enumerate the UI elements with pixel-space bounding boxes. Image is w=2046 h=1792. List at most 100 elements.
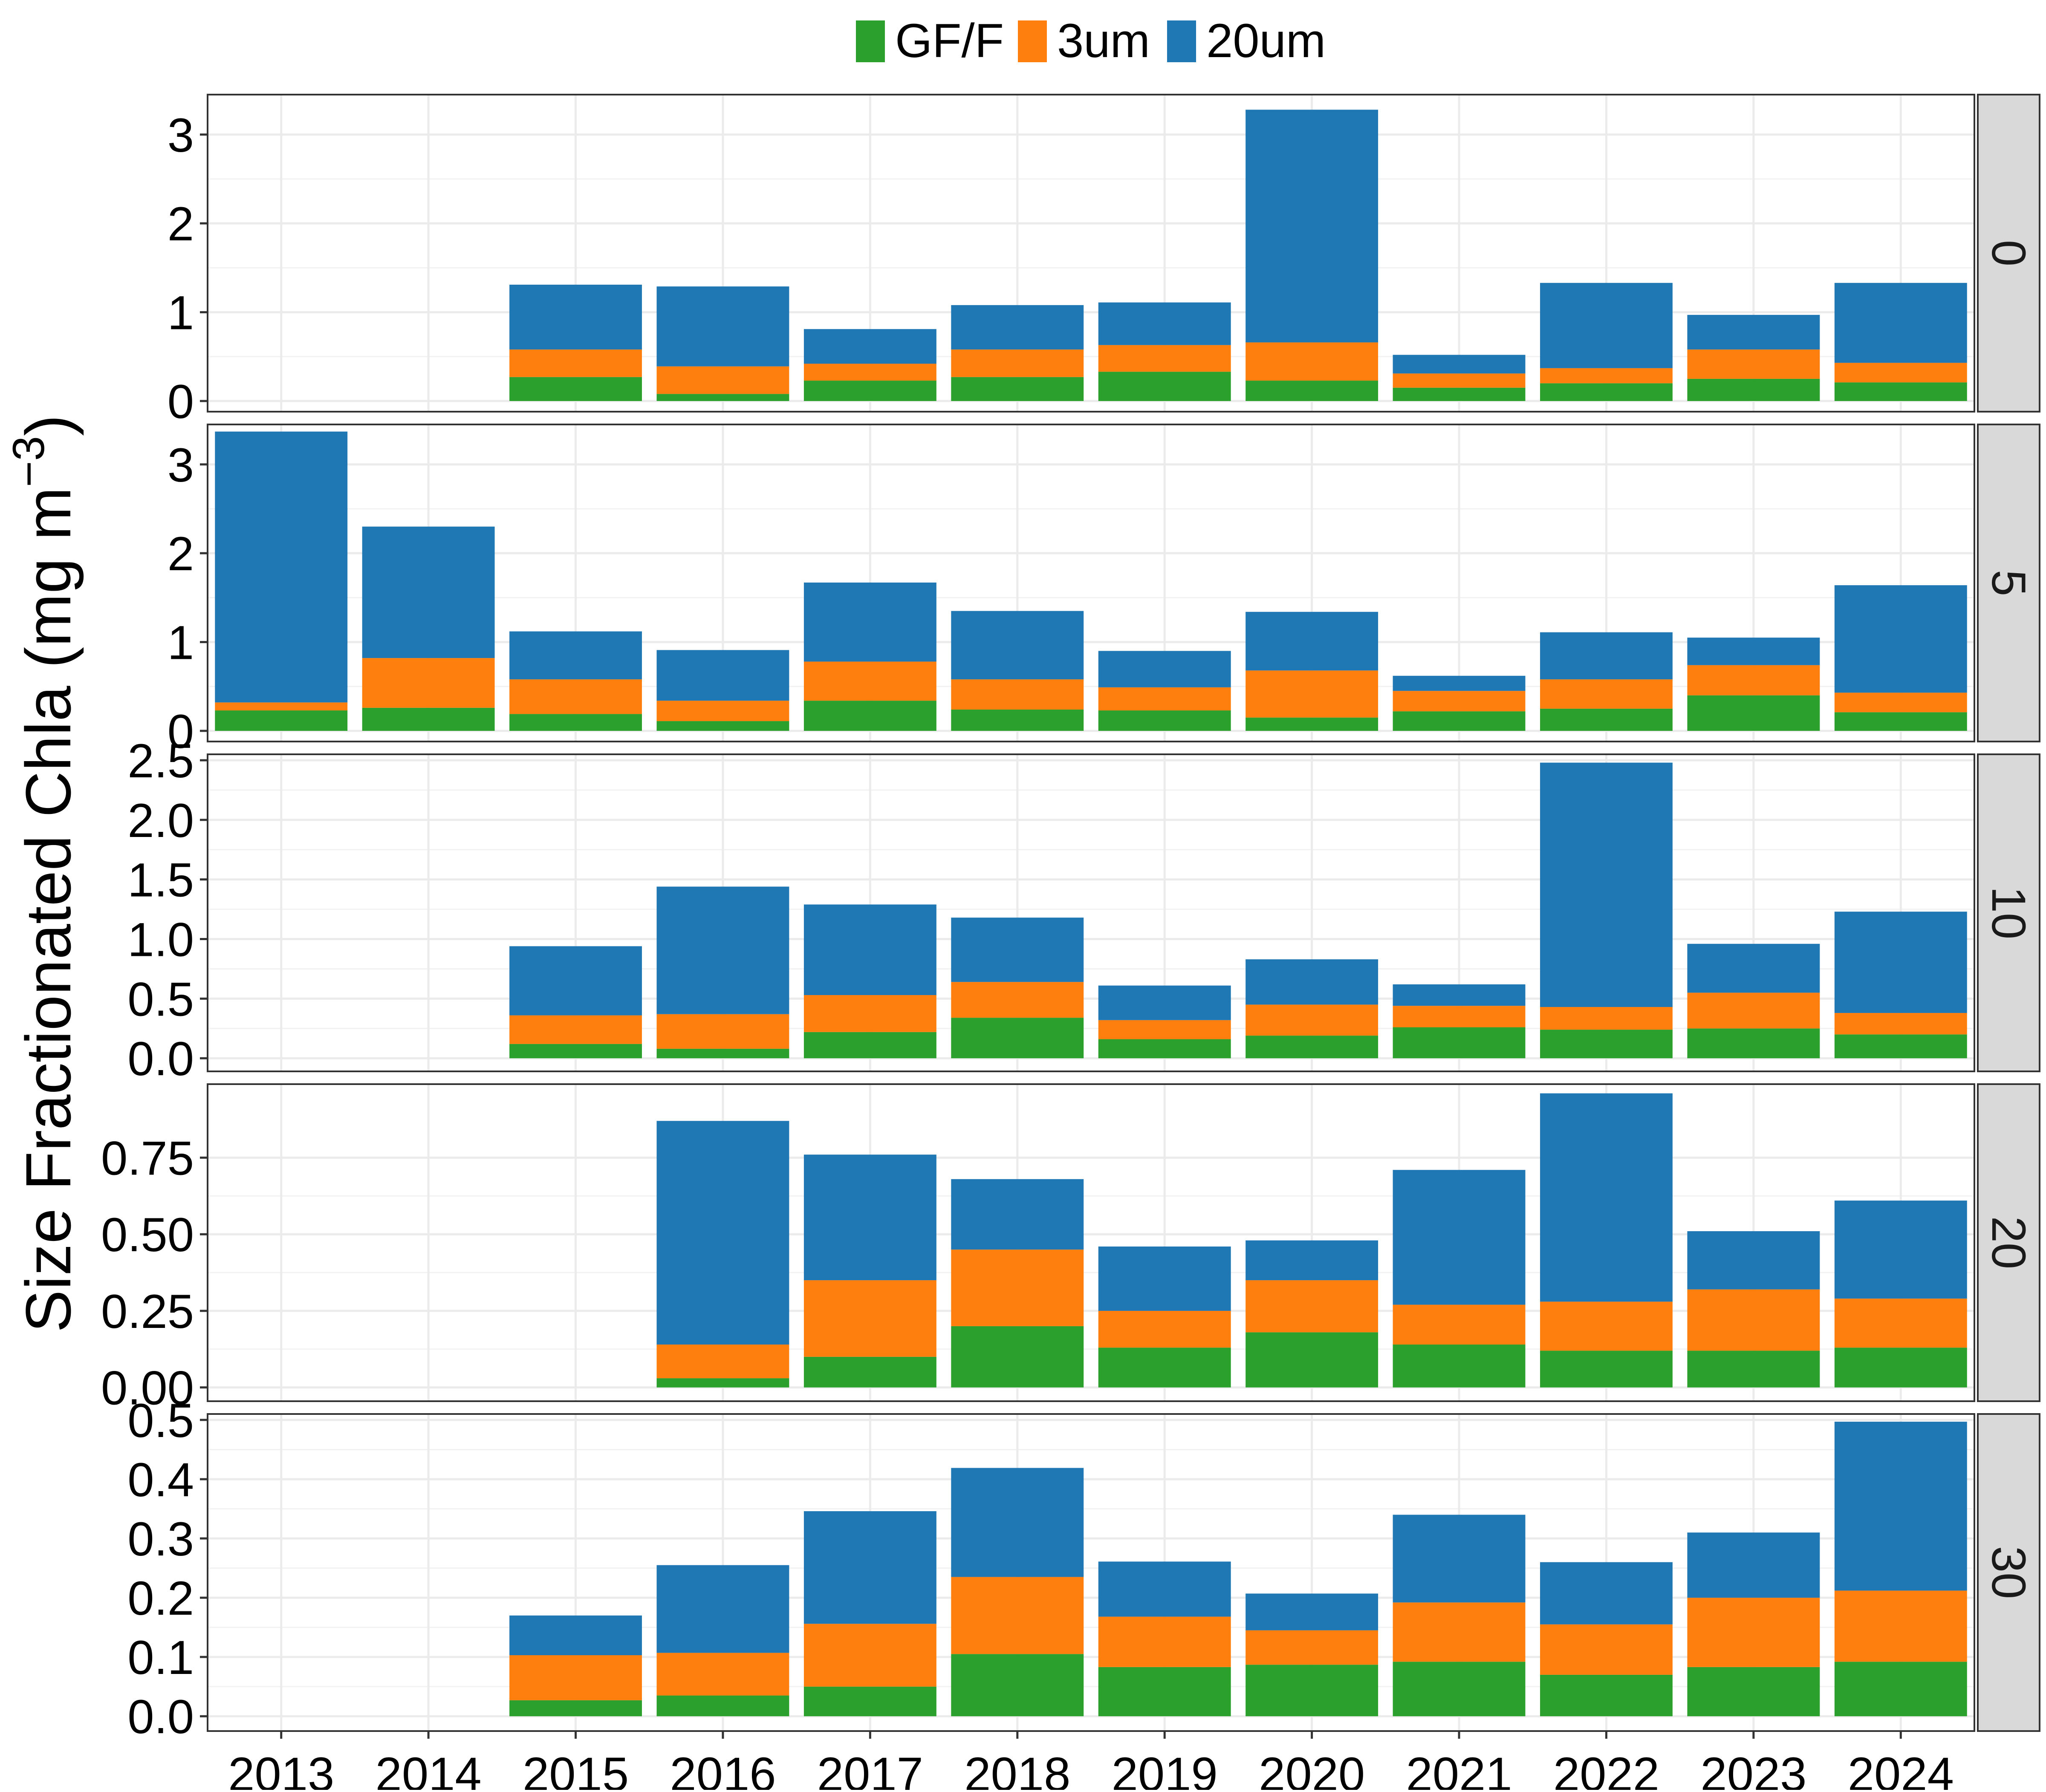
- legend-item-20um: 20um: [1167, 14, 1326, 67]
- bar-2021-gff: [1393, 1662, 1526, 1717]
- bar-2020-3um: [1246, 670, 1378, 718]
- y-tick-label: 0.25: [101, 1285, 194, 1338]
- panel-border: [207, 94, 1975, 413]
- bar-2017-3um: [803, 364, 936, 381]
- bar-2021-20um: [1393, 355, 1526, 374]
- facet-strip: [1977, 94, 2040, 413]
- bar-2015-gff: [509, 714, 642, 731]
- bar-2023-3um: [1687, 993, 1820, 1029]
- bar-2021-gff: [1393, 1345, 1526, 1388]
- bar-2018-gff: [951, 1018, 1084, 1059]
- bar-2022-3um: [1540, 1624, 1673, 1675]
- x-tick-label: 2018: [964, 1748, 1070, 1790]
- bar-2019-20um: [1098, 985, 1231, 1020]
- bar-2019-gff: [1098, 372, 1231, 401]
- bar-2017-gff: [803, 381, 936, 401]
- bar-2021-3um: [1393, 1006, 1526, 1027]
- facet-strip-label: 10: [1982, 886, 2035, 940]
- x-tick-label: 2016: [670, 1748, 776, 1790]
- bar-2024-gff: [1834, 1348, 1967, 1388]
- bar-2018-3um: [951, 982, 1084, 1018]
- bar-2018-3um: [951, 1249, 1084, 1326]
- bar-2015-gff: [509, 1700, 642, 1717]
- bar-2023-3um: [1687, 1289, 1820, 1351]
- y-tick-label: 0.5: [127, 972, 194, 1026]
- bar-2022-gff: [1540, 1350, 1673, 1388]
- bar-2014-gff: [362, 707, 495, 731]
- bar-2022-20um: [1540, 1093, 1673, 1302]
- bar-2018-gff: [951, 1654, 1084, 1717]
- bar-2023-20um: [1687, 1532, 1820, 1598]
- bar-2021-3um: [1393, 373, 1526, 388]
- bar-2018-gff: [951, 377, 1084, 401]
- y-tick-label: 2.5: [127, 734, 194, 788]
- bar-2020-3um: [1246, 342, 1378, 381]
- bar-2023-gff: [1687, 1028, 1820, 1059]
- bar-2017-gff: [803, 1356, 936, 1388]
- y-axis-label-close: ): [12, 415, 84, 436]
- bar-2021-20um: [1393, 984, 1526, 1006]
- bar-2016-gff: [656, 1048, 789, 1059]
- bar-2016-3um: [656, 701, 789, 721]
- bar-2021-20um: [1393, 675, 1526, 691]
- y-tick-label: 0.3: [127, 1512, 194, 1566]
- bar-2022-gff: [1540, 1030, 1673, 1059]
- bar-2019-gff: [1098, 1039, 1231, 1059]
- bar-2024-20um: [1834, 912, 1967, 1013]
- bar-2022-gff: [1540, 708, 1673, 731]
- bar-2021-3um: [1393, 1602, 1526, 1662]
- bar-2022-gff: [1540, 383, 1673, 401]
- bar-2023-gff: [1687, 1350, 1820, 1388]
- bar-2015-20um: [509, 1615, 642, 1655]
- bar-2015-20um: [509, 946, 642, 1016]
- bar-2015-20um: [509, 284, 642, 350]
- x-tick-label: 2020: [1259, 1748, 1365, 1790]
- bar-2023-3um: [1687, 1598, 1820, 1667]
- bar-2023-3um: [1687, 665, 1820, 695]
- bar-2016-20um: [656, 286, 789, 366]
- bar-2015-3um: [509, 679, 642, 714]
- y-tick-label: 1: [168, 286, 194, 340]
- bar-2024-3um: [1834, 693, 1967, 713]
- facet-strip-label: 5: [1982, 570, 2035, 596]
- bar-2020-20um: [1246, 110, 1378, 343]
- bar-2024-20um: [1834, 1422, 1967, 1591]
- panel-background: [208, 1414, 1974, 1731]
- bar-2019-20um: [1098, 651, 1231, 687]
- legend-item-gff: GF/F: [856, 14, 1004, 67]
- bar-2018-3um: [951, 1577, 1084, 1654]
- bar-2020-gff: [1246, 1332, 1378, 1388]
- x-tick-label: 2021: [1406, 1748, 1512, 1790]
- bar-2022-20um: [1540, 762, 1673, 1007]
- panel-depth-20: 0.00 0.25 0.50 0.75 20: [101, 1083, 2040, 1415]
- bar-2020-gff: [1246, 717, 1378, 731]
- panel-background: [208, 95, 1974, 412]
- bar-2020-20um: [1246, 612, 1378, 671]
- bar-2018-20um: [951, 1179, 1084, 1250]
- bar-2022-20um: [1540, 283, 1673, 368]
- panel-background: [208, 424, 1974, 742]
- bar-2014-3um: [362, 658, 495, 708]
- bar-2016-20um: [656, 1565, 789, 1653]
- bar-2023-gff: [1687, 1667, 1820, 1717]
- bar-2024-20um: [1834, 283, 1967, 363]
- y-tick-label: 0.4: [127, 1453, 194, 1506]
- x-tick-label: 2013: [228, 1748, 334, 1790]
- panel-border: [207, 1083, 1975, 1402]
- y-tick-label: 0.0: [127, 1690, 194, 1743]
- y-tick-label: 1: [168, 616, 194, 669]
- facet-strip-label: 20: [1982, 1216, 2035, 1270]
- legend-label: 3um: [1057, 14, 1150, 67]
- bar-2017-20um: [803, 1154, 936, 1281]
- bar-2013-20um: [215, 431, 348, 703]
- panel-border: [207, 753, 1975, 1072]
- bar-2020-20um: [1246, 1240, 1378, 1281]
- y-tick-label: 0.00: [101, 1362, 194, 1415]
- y-axis-label: Size Fractionated Chla (mg m−3): [4, 415, 84, 1333]
- bar-2019-gff: [1098, 710, 1231, 731]
- y-tick-label: 0.0: [127, 1032, 194, 1085]
- y-tick-label: 2.0: [127, 794, 194, 847]
- bar-2023-20um: [1687, 944, 1820, 993]
- bar-2017-3um: [803, 1624, 936, 1687]
- bar-2021-gff: [1393, 387, 1526, 401]
